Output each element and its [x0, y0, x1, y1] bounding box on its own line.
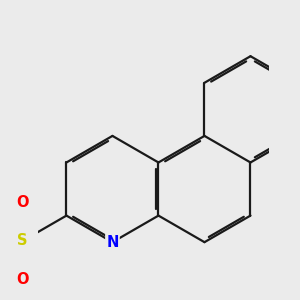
Text: N: N — [106, 235, 118, 250]
Text: O: O — [16, 272, 29, 286]
Text: O: O — [16, 195, 29, 210]
Text: S: S — [17, 233, 28, 248]
